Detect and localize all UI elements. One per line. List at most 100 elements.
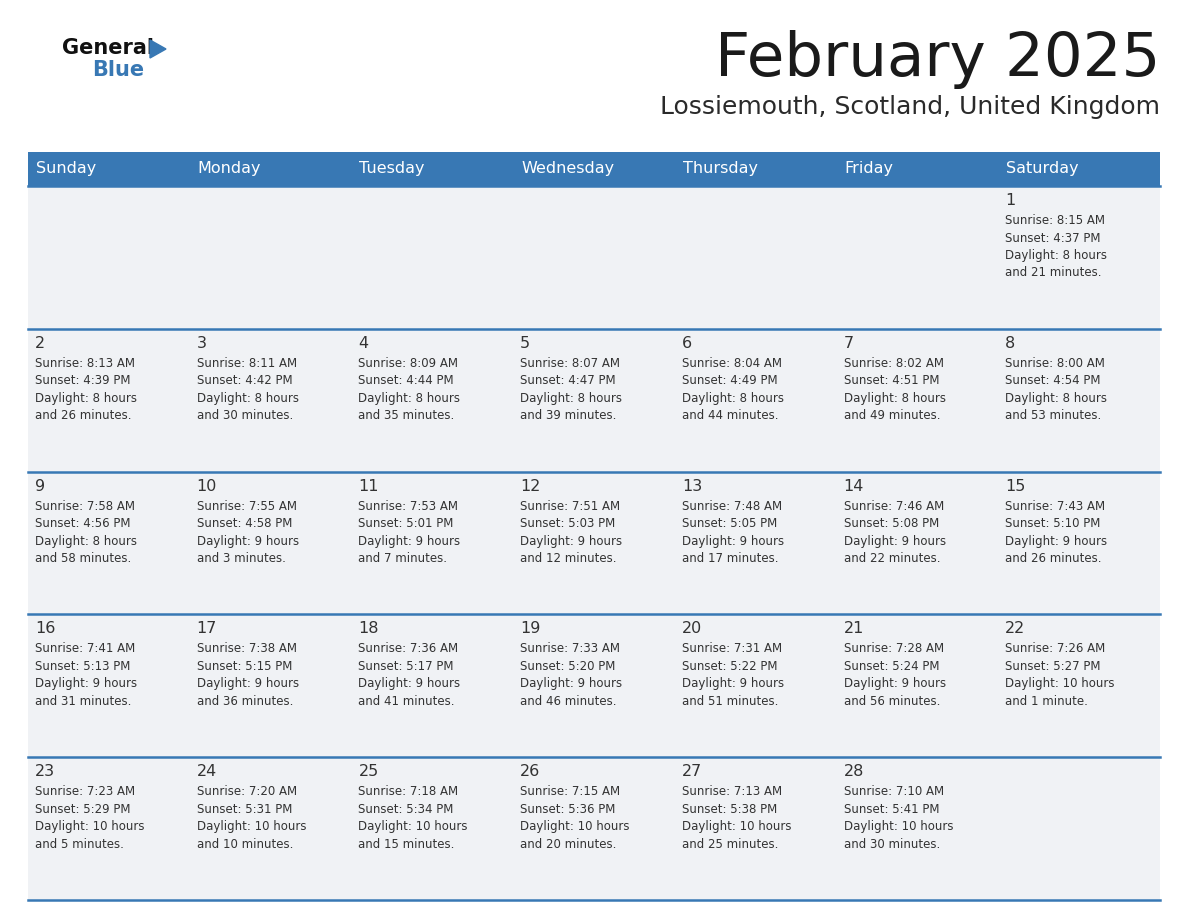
Text: Tuesday: Tuesday: [360, 162, 425, 176]
Text: Sunrise: 7:58 AM: Sunrise: 7:58 AM: [34, 499, 135, 512]
Text: Daylight: 10 hours: Daylight: 10 hours: [197, 820, 307, 834]
Text: and 30 minutes.: and 30 minutes.: [843, 838, 940, 851]
Text: Sunset: 5:05 PM: Sunset: 5:05 PM: [682, 517, 777, 530]
Text: 26: 26: [520, 764, 541, 779]
Text: Sunrise: 7:43 AM: Sunrise: 7:43 AM: [1005, 499, 1105, 512]
Text: Daylight: 9 hours: Daylight: 9 hours: [34, 677, 137, 690]
Bar: [998, 472, 1159, 614]
Text: Daylight: 8 hours: Daylight: 8 hours: [682, 392, 784, 405]
Text: Sunset: 4:51 PM: Sunset: 4:51 PM: [843, 375, 939, 387]
Text: Sunrise: 7:38 AM: Sunrise: 7:38 AM: [197, 643, 297, 655]
Bar: [29, 329, 190, 472]
Bar: [352, 329, 513, 472]
Text: Daylight: 10 hours: Daylight: 10 hours: [1005, 677, 1114, 690]
Text: Sunset: 4:44 PM: Sunset: 4:44 PM: [359, 375, 454, 387]
Text: Daylight: 9 hours: Daylight: 9 hours: [682, 677, 784, 690]
Text: and 58 minutes.: and 58 minutes.: [34, 552, 131, 565]
Text: Sunset: 5:36 PM: Sunset: 5:36 PM: [520, 802, 615, 816]
Bar: [190, 614, 352, 757]
Text: and 39 minutes.: and 39 minutes.: [520, 409, 617, 422]
Text: Sunrise: 7:23 AM: Sunrise: 7:23 AM: [34, 785, 135, 798]
Text: and 30 minutes.: and 30 minutes.: [197, 409, 293, 422]
Text: and 1 minute.: and 1 minute.: [1005, 695, 1088, 708]
Text: and 46 minutes.: and 46 minutes.: [520, 695, 617, 708]
Text: 22: 22: [1005, 621, 1025, 636]
Text: General: General: [62, 38, 154, 58]
Text: Friday: Friday: [845, 162, 893, 176]
Text: Daylight: 8 hours: Daylight: 8 hours: [1005, 392, 1107, 405]
Text: Wednesday: Wednesday: [522, 162, 614, 176]
Text: Sunset: 5:31 PM: Sunset: 5:31 PM: [197, 802, 292, 816]
Text: Daylight: 10 hours: Daylight: 10 hours: [682, 820, 791, 834]
Bar: [513, 472, 675, 614]
Text: 8: 8: [1005, 336, 1016, 351]
Text: and 53 minutes.: and 53 minutes.: [1005, 409, 1101, 422]
Text: Monday: Monday: [197, 162, 261, 176]
Text: Sunset: 5:01 PM: Sunset: 5:01 PM: [359, 517, 454, 530]
Text: Sunrise: 7:13 AM: Sunrise: 7:13 AM: [682, 785, 782, 798]
Text: and 26 minutes.: and 26 minutes.: [34, 409, 132, 422]
Bar: [190, 757, 352, 900]
Text: and 12 minutes.: and 12 minutes.: [520, 552, 617, 565]
Text: and 26 minutes.: and 26 minutes.: [1005, 552, 1101, 565]
Bar: [998, 757, 1159, 900]
Text: and 7 minutes.: and 7 minutes.: [359, 552, 448, 565]
Bar: [836, 329, 998, 472]
Text: 4: 4: [359, 336, 368, 351]
Text: and 17 minutes.: and 17 minutes.: [682, 552, 778, 565]
Text: 15: 15: [1005, 478, 1025, 494]
Text: and 35 minutes.: and 35 minutes.: [359, 409, 455, 422]
Bar: [836, 614, 998, 757]
Text: Sunday: Sunday: [36, 162, 96, 176]
Text: and 49 minutes.: and 49 minutes.: [843, 409, 940, 422]
Text: Sunset: 5:15 PM: Sunset: 5:15 PM: [197, 660, 292, 673]
Bar: [352, 186, 513, 329]
Text: 9: 9: [34, 478, 45, 494]
Text: Daylight: 8 hours: Daylight: 8 hours: [34, 392, 137, 405]
Text: Sunset: 5:41 PM: Sunset: 5:41 PM: [843, 802, 939, 816]
Bar: [29, 152, 190, 186]
Text: 3: 3: [197, 336, 207, 351]
Text: Sunrise: 7:48 AM: Sunrise: 7:48 AM: [682, 499, 782, 512]
Text: 23: 23: [34, 764, 55, 779]
Bar: [513, 614, 675, 757]
Bar: [675, 152, 836, 186]
Text: Sunrise: 7:51 AM: Sunrise: 7:51 AM: [520, 499, 620, 512]
Text: Sunrise: 7:20 AM: Sunrise: 7:20 AM: [197, 785, 297, 798]
Text: 18: 18: [359, 621, 379, 636]
Text: Daylight: 9 hours: Daylight: 9 hours: [843, 534, 946, 548]
Bar: [29, 757, 190, 900]
Text: 17: 17: [197, 621, 217, 636]
Text: Sunset: 4:39 PM: Sunset: 4:39 PM: [34, 375, 131, 387]
Text: and 44 minutes.: and 44 minutes.: [682, 409, 778, 422]
Text: Sunrise: 8:13 AM: Sunrise: 8:13 AM: [34, 357, 135, 370]
Text: Sunset: 4:56 PM: Sunset: 4:56 PM: [34, 517, 131, 530]
Text: Sunrise: 8:11 AM: Sunrise: 8:11 AM: [197, 357, 297, 370]
Text: Sunrise: 7:28 AM: Sunrise: 7:28 AM: [843, 643, 943, 655]
Text: Sunrise: 7:31 AM: Sunrise: 7:31 AM: [682, 643, 782, 655]
Text: 27: 27: [682, 764, 702, 779]
Text: 1: 1: [1005, 193, 1016, 208]
Text: Daylight: 8 hours: Daylight: 8 hours: [197, 392, 298, 405]
Text: 5: 5: [520, 336, 530, 351]
Bar: [190, 186, 352, 329]
Text: Sunset: 5:08 PM: Sunset: 5:08 PM: [843, 517, 939, 530]
Text: Daylight: 9 hours: Daylight: 9 hours: [520, 677, 623, 690]
Bar: [190, 329, 352, 472]
Text: 2: 2: [34, 336, 45, 351]
Text: Sunset: 4:42 PM: Sunset: 4:42 PM: [197, 375, 292, 387]
Text: Thursday: Thursday: [683, 162, 758, 176]
Text: 14: 14: [843, 478, 864, 494]
Text: Sunset: 5:20 PM: Sunset: 5:20 PM: [520, 660, 615, 673]
Bar: [352, 152, 513, 186]
Bar: [836, 757, 998, 900]
Text: 12: 12: [520, 478, 541, 494]
Text: Sunrise: 7:41 AM: Sunrise: 7:41 AM: [34, 643, 135, 655]
Text: Sunrise: 8:15 AM: Sunrise: 8:15 AM: [1005, 214, 1105, 227]
Text: Sunset: 5:13 PM: Sunset: 5:13 PM: [34, 660, 131, 673]
Text: Sunset: 5:29 PM: Sunset: 5:29 PM: [34, 802, 131, 816]
Bar: [29, 472, 190, 614]
Text: Sunset: 5:34 PM: Sunset: 5:34 PM: [359, 802, 454, 816]
Text: Sunrise: 7:26 AM: Sunrise: 7:26 AM: [1005, 643, 1106, 655]
Text: 19: 19: [520, 621, 541, 636]
